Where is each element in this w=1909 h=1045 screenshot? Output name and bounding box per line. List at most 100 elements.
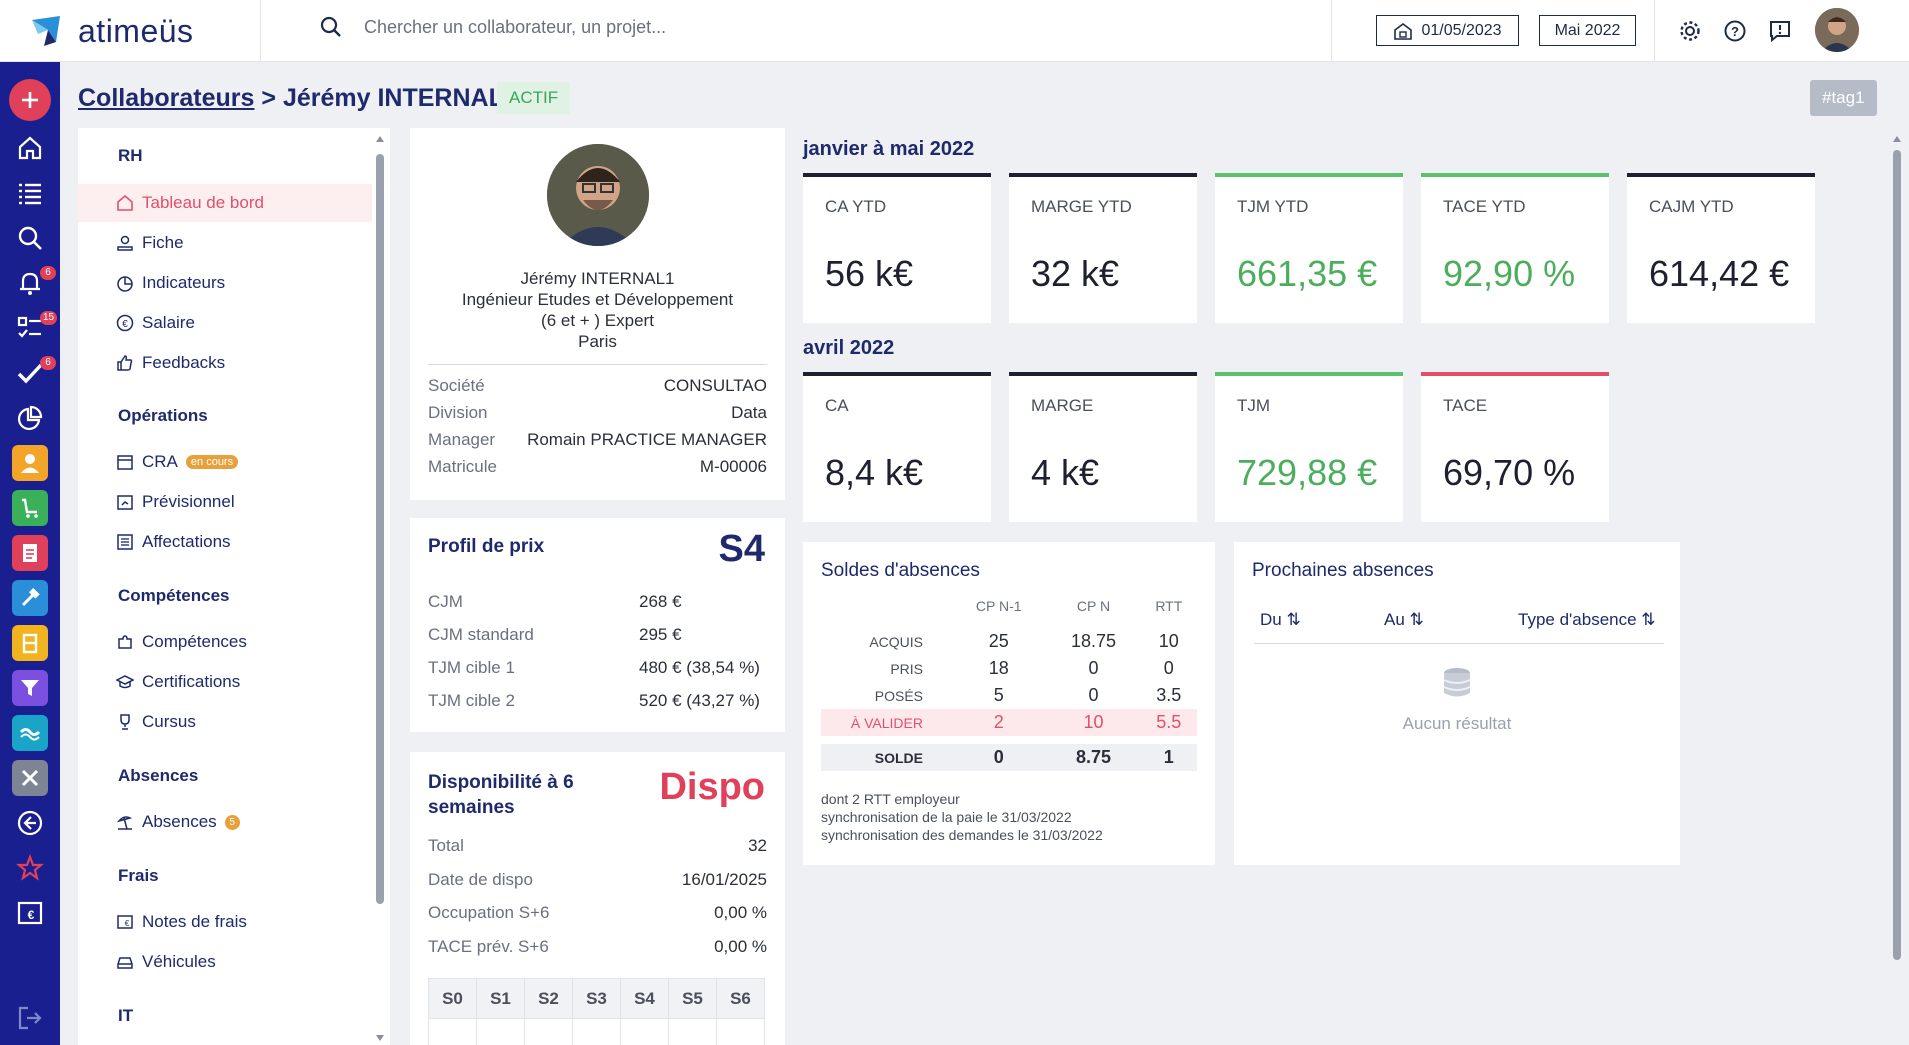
balance-note: dont 2 RTT employeur [821,791,960,807]
app-logo[interactable]: atimeüs [28,12,194,50]
absence-balances-card: Soldes d'absences CP N-1 CP N RTT ACQUIS… [803,542,1215,865]
home-icon [18,136,42,160]
trophy-icon [120,714,130,730]
period-button[interactable]: Mai 2022 [1539,15,1636,46]
price-profile-card: Profil de prix S4 CJM 268 € CJM standard 2… [410,518,785,732]
availability-row: Total 32 [428,836,767,855]
menu-item-label: CRA [142,452,178,471]
status-badge: ACTIF [497,82,571,114]
svg-text:€: € [125,919,130,928]
kpi-label: TACE [1443,396,1488,415]
balance-row-total: SOLDE 0 8.75 1 [821,744,1197,771]
sort-column-type[interactable]: Type d'absence ⇅ [1518,610,1656,629]
balances-table: CP N-1 CP N RTT ACQUIS 25 18.75 10 PRIS 18 0 0… [821,592,1197,771]
menu-item-cursus[interactable]: Cursus [78,703,372,741]
app-cart[interactable] [6,488,54,528]
menu-item-feedbacks[interactable]: Feedbacks [78,344,372,382]
profile-level: (6 et + ) Expert [541,311,654,330]
page-scrollbar[interactable] [1890,132,1904,1045]
tasks-nav[interactable]: 15 [6,308,58,348]
calendar-forecast-icon [117,495,133,510]
price-row: CJM standard 295 € [428,625,682,644]
availability-row: Occupation S+6 0,00 % [428,903,767,922]
kpi-value: 69,70 % [1443,452,1576,493]
expenses-nav[interactable]: € [6,893,54,933]
app-handshake[interactable] [6,713,54,753]
upcoming-title: Prochaines absences [1252,560,1434,581]
euro-circle-icon: € [116,314,134,332]
availability-badge: Dispo [659,766,765,808]
search-bar [320,16,864,38]
app-filter[interactable] [6,668,54,708]
balances-title: Soldes d'absences [821,560,980,581]
menu-item-vehicules[interactable]: Véhicules [78,943,372,981]
favorites-nav[interactable] [6,848,54,888]
kpi-value: 92,90 % [1443,253,1576,294]
search-icon[interactable] [320,16,342,38]
tag-badge[interactable]: #tag1 [1810,80,1877,116]
menu-scrollbar[interactable] [374,132,386,1045]
app-documents[interactable] [6,533,54,573]
sort-icon: ⇅ [1286,610,1301,629]
menu-item-notes-frais[interactable]: € Notes de frais [78,903,372,941]
validations-nav[interactable]: 6 [6,353,56,393]
menu-item-previsionnel[interactable]: Prévisionnel [78,483,372,521]
menu-item-absences[interactable]: Absences 5 [78,803,372,841]
reports-nav[interactable] [6,398,54,438]
person-icon [117,235,133,251]
menu-item-salaire[interactable]: € Salaire [78,304,372,342]
kpi-value: 8,4 k€ [825,452,924,493]
date-button[interactable]: 01/05/2023 [1376,15,1519,46]
price-profile-code: S4 [718,528,765,570]
logout-nav[interactable] [6,998,54,1038]
profile-name: Jérémy INTERNAL1 [520,269,675,288]
menu-item-cra[interactable]: CRA en cours [78,443,372,481]
menu-item-fiche[interactable]: Fiche [78,224,372,262]
car-icon [117,957,133,969]
breadcrumb-root-link[interactable]: Collaborateurs [78,84,255,112]
app-tools[interactable] [6,578,54,618]
feedback-icon[interactable] [1768,19,1792,43]
absences-count-badge: 5 [224,814,240,830]
week-header: S0 [428,978,477,1019]
back-nav[interactable] [6,803,54,843]
gear-icon[interactable] [1678,19,1702,43]
period-label: Mai 2022 [1554,21,1621,39]
menu-item-certifications[interactable]: Certifications [78,663,372,701]
upcoming-header-row: Du ⇅ Au ⇅ Type d'absence ⇅ [1254,610,1664,644]
notifications-nav[interactable]: 6 [6,263,56,303]
menu-item-affectations[interactable]: Affectations [78,523,372,561]
menu-item-indicateurs[interactable]: Indicateurs [78,264,372,302]
menu-item-label: Compétences [142,632,247,651]
balance-row-pending: À VALIDER 2 10 5.5 [821,709,1197,736]
tasks-badge: 15 [40,311,58,325]
home-nav[interactable] [6,128,54,168]
app-admin[interactable] [6,758,54,798]
search-nav[interactable] [6,218,54,258]
kpi-label: CAJM YTD [1649,197,1734,216]
app-buildings[interactable] [6,623,54,663]
puzzle-icon [118,635,132,649]
beach-icon [116,816,133,830]
availability-row: TACE prév. S+6 0,00 % [428,937,767,956]
menu-item-dashboard[interactable]: Tableau de bord [78,184,372,222]
help-icon[interactable]: ? [1723,19,1747,43]
kpi-card: CA 8,4 k€ [803,372,991,522]
sort-column-au[interactable]: Au ⇅ [1384,610,1424,629]
add-button[interactable] [6,79,54,121]
logo-icon [32,16,60,46]
search-input[interactable] [364,16,864,38]
sort-column-du[interactable]: Du ⇅ [1260,610,1301,629]
weeks-table: S0 S1 S2 S3 S4 S5 S6 [428,978,765,1045]
month-period-title: avril 2022 [803,337,895,359]
app-users[interactable] [6,443,54,483]
kpi-label: MARGE [1031,396,1094,415]
list-nav[interactable] [6,173,54,213]
availability-row: Date de dispo 16/01/2025 [428,870,767,889]
kpi-value: 32 k€ [1031,253,1120,294]
user-avatar[interactable] [1815,8,1859,52]
menu-item-label: Affectations [142,532,231,551]
week-header: S4 [620,978,669,1019]
menu-item-competences[interactable]: Compétences [78,623,372,661]
menu-item-label: Véhicules [142,952,216,971]
